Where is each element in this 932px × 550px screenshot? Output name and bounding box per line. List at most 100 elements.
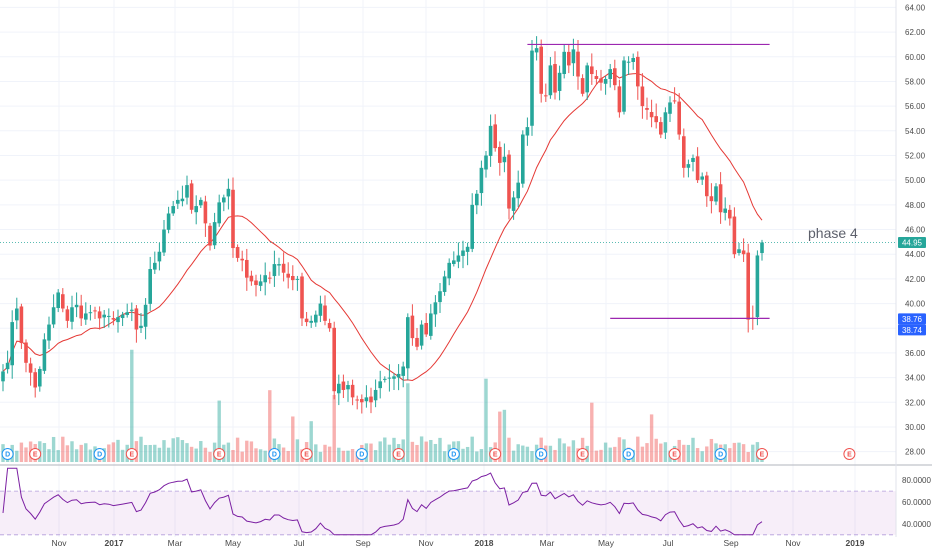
candle-body	[539, 46, 543, 94]
candle	[691, 154, 695, 172]
candle	[327, 318, 332, 332]
candle-body	[295, 278, 300, 280]
candle	[498, 141, 502, 176]
candle	[148, 256, 152, 311]
candle	[677, 93, 681, 140]
candle	[452, 251, 456, 267]
volume-bar	[608, 447, 612, 462]
volume-bar	[484, 378, 488, 462]
price-tick-label: 64.00	[905, 3, 926, 12]
marker-letter: D	[626, 452, 631, 459]
volume-bar	[617, 437, 622, 462]
candle-body	[705, 175, 709, 197]
volume-bar	[199, 441, 203, 462]
candle-body	[10, 322, 14, 366]
candle-body	[42, 339, 47, 371]
candle	[153, 251, 157, 274]
volume-bar	[373, 450, 378, 462]
time-tick-label: 2018	[475, 538, 494, 548]
candle-body	[755, 255, 760, 318]
candle-body	[134, 308, 139, 330]
candle-body	[718, 184, 723, 213]
candle	[640, 73, 645, 119]
marker-circle	[714, 448, 727, 460]
volume-bar	[498, 411, 502, 462]
volume-bar	[148, 444, 152, 462]
candle	[120, 311, 125, 327]
volume-bar	[153, 444, 157, 462]
candle	[682, 128, 686, 178]
candle-body	[613, 68, 617, 86]
volume-bar	[507, 437, 511, 462]
time-tick-label: Sep	[723, 538, 738, 548]
volume-bar	[314, 444, 318, 462]
volume-bar	[65, 445, 70, 462]
marker-letter: E	[304, 452, 309, 459]
volume-bar	[323, 444, 327, 462]
candle	[212, 212, 217, 250]
marker-circle	[29, 448, 42, 460]
volume-bar	[746, 451, 750, 462]
candle-body	[415, 337, 419, 347]
price-tick-label: 48.00	[905, 201, 926, 210]
candle	[258, 274, 263, 292]
volume-bar	[525, 446, 530, 462]
price-tick-label: 36.00	[905, 349, 926, 358]
candle	[737, 242, 741, 256]
candle	[718, 172, 723, 224]
time-tick-label: Jul	[294, 538, 305, 548]
candle	[217, 194, 221, 227]
volume-bar	[419, 436, 424, 462]
candle-body	[350, 384, 355, 398]
moving-average-line	[2, 71, 763, 382]
volume-bar	[553, 449, 557, 462]
volume-bar	[56, 450, 60, 462]
candle	[226, 178, 231, 210]
candle-body	[217, 202, 221, 224]
candle	[456, 242, 461, 269]
candle	[350, 379, 355, 406]
volume-bar	[286, 450, 290, 462]
price-tick-label: 46.00	[905, 226, 926, 235]
candle-body	[511, 197, 516, 211]
volume-bar	[268, 390, 272, 462]
candle	[659, 117, 663, 139]
candle	[415, 327, 419, 351]
marker-circle	[355, 448, 368, 460]
candle	[281, 252, 286, 282]
candle-body	[659, 122, 663, 135]
price-tick-label: 42.00	[905, 275, 926, 284]
candle	[346, 380, 350, 402]
volume-bar	[332, 394, 336, 462]
dividend-marker: D	[622, 448, 635, 460]
volume-bar	[189, 446, 194, 462]
volume-bar	[728, 448, 732, 462]
candle	[585, 62, 589, 101]
candle-body	[594, 76, 599, 79]
marker-circle	[392, 448, 405, 460]
candle	[245, 248, 249, 291]
candle-body	[571, 49, 576, 64]
candle-body	[258, 281, 263, 286]
candle-body	[70, 307, 74, 322]
candle	[654, 103, 658, 129]
time-tick-label: 2019	[846, 538, 865, 548]
price-tick-label: 40.00	[905, 300, 926, 309]
volume-bar	[111, 442, 116, 462]
volume-bar	[240, 451, 244, 462]
volume-bar	[442, 451, 447, 462]
volume-bar	[599, 449, 603, 462]
volume-bar	[751, 444, 755, 462]
candle	[134, 305, 139, 343]
time-tick-label: May	[225, 538, 242, 548]
candle	[231, 177, 235, 258]
candle-body	[419, 324, 424, 346]
candle-body	[737, 249, 741, 253]
marker-letter: D	[359, 452, 364, 459]
candle	[176, 190, 180, 209]
candle	[28, 357, 33, 386]
candle-body	[222, 197, 226, 203]
price-badge: 38.76	[898, 313, 926, 325]
volume-bar	[47, 449, 51, 462]
candle-body	[530, 50, 534, 126]
